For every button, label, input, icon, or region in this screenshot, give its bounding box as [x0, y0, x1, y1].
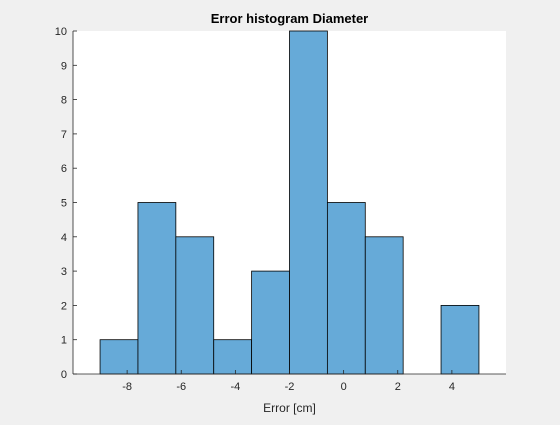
bars-group: [99, 30, 480, 375]
histogram-bar: [289, 30, 328, 375]
chart-title: Error histogram Diameter: [211, 11, 369, 26]
x-tick-label: -4: [230, 381, 240, 393]
x-axis-label: Error [cm]: [263, 401, 316, 415]
x-tick-label: -8: [122, 381, 132, 393]
histogram-bar: [326, 202, 366, 375]
x-tick-label: 0: [341, 381, 347, 393]
x-tick-label: -2: [285, 381, 295, 393]
x-axis: -8 -6 -4 -2 0 2 4: [73, 370, 506, 393]
x-tick-label: -6: [176, 381, 186, 393]
y-tick-label: 7: [61, 129, 67, 141]
y-tick-label: 3: [61, 266, 67, 278]
y-tick-label: 1: [61, 335, 67, 347]
histogram-bar: [364, 236, 404, 375]
histogram-bar: [99, 339, 139, 375]
y-tick-label: 10: [55, 26, 67, 38]
histogram-bar: [213, 339, 253, 375]
y-tick-label: 5: [61, 198, 67, 210]
y-axis: 0 1 2 3 4 5 6 7 8 9 10: [55, 26, 77, 381]
histogram-bar: [175, 236, 215, 375]
histogram-bar: [440, 304, 480, 375]
y-tick-label: 4: [61, 232, 67, 244]
y-tick-label: 0: [61, 369, 67, 381]
histogram-bar: [251, 270, 290, 375]
y-tick-label: 2: [61, 300, 67, 312]
histogram-bar: [137, 202, 177, 375]
y-tick-label: 8: [61, 95, 67, 107]
y-tick-label: 9: [61, 60, 67, 72]
y-tick-label: 6: [61, 163, 67, 175]
x-tick-label: 4: [449, 381, 455, 393]
x-tick-label: 2: [395, 381, 401, 393]
